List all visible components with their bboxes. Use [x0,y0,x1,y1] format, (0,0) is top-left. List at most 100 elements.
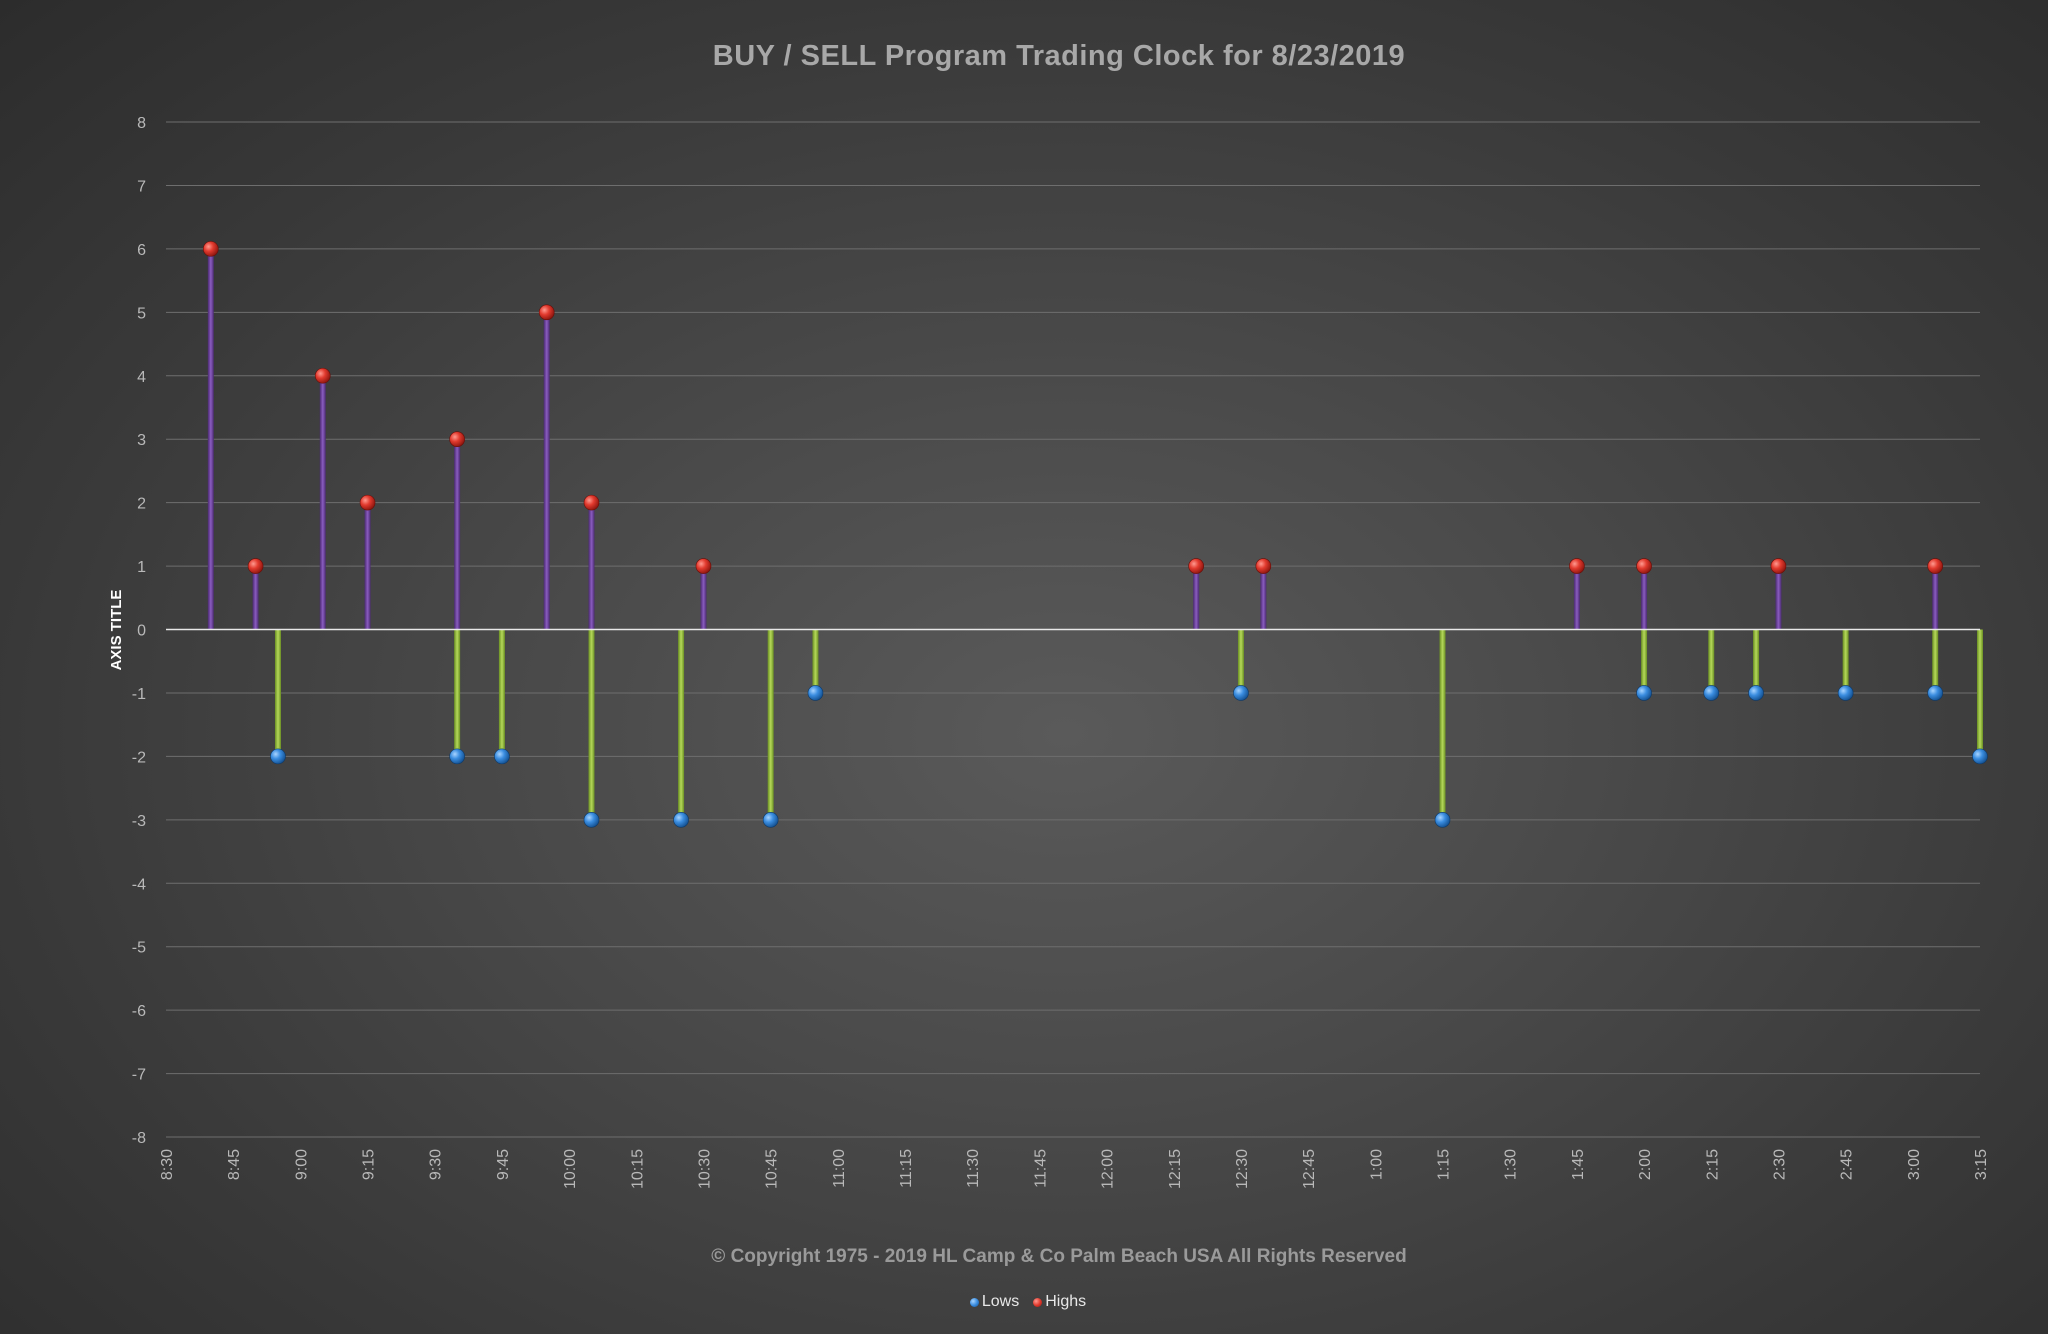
y-tick-label: -6 [132,1003,146,1020]
stem-highs [1932,566,1939,630]
marker-lows [1748,685,1764,701]
legend-label-highs: Highs [1045,1293,1087,1310]
legend: Lows Highs [0,1293,2048,1311]
marker-highs [202,241,219,257]
y-tick-label: -2 [132,749,146,766]
marker-lows [807,685,824,701]
legend-marker-lows [969,1297,979,1307]
x-tick-label: 12:45 [1301,1149,1318,1189]
marker-lows [1837,685,1854,701]
stem-highs [364,502,371,630]
stem-lows [1977,629,1983,757]
stem-highs [207,248,214,630]
y-axis-ticks: 8 7 6 5 4 3 2 1 0 -1 -2 -3 -4 -5 -6 -7 -8 [132,115,146,1147]
marker-lows [1233,685,1249,701]
y-axis-title: AXIS TITLE [108,590,125,671]
marker-highs [1927,558,1944,574]
x-tick-label: 11:15 [898,1149,915,1188]
x-tick-label: 11:00 [831,1149,848,1188]
x-tick-label: 3:15 [1973,1149,1990,1180]
marker-lows [1972,748,1988,765]
marker-lows [1927,685,1944,701]
x-tick-label: 12:00 [1100,1149,1117,1189]
marker-highs [1770,558,1787,574]
stem-highs [1775,566,1782,630]
stem-highs [1260,566,1267,630]
marker-lows [270,748,286,765]
stem-highs [1573,566,1580,630]
y-tick-label: -4 [132,876,146,893]
legend-item-highs: Highs [1033,1293,1086,1311]
x-tick-label: 8:45 [226,1149,243,1180]
stem-highs [319,375,326,630]
stem-highs [454,439,461,630]
x-tick-label: 1:30 [1503,1149,1520,1180]
x-tick-label: 10:00 [562,1149,579,1189]
stem-lows [454,629,461,757]
x-tick-label: 9:45 [495,1149,512,1180]
x-tick-label: 8:30 [159,1149,176,1180]
marker-highs [583,494,600,511]
stem-lows [588,629,595,820]
stem-lows [1932,629,1939,693]
y-tick-label: 3 [137,432,146,449]
stem-highs [700,566,707,630]
y-tick-label: -1 [132,686,146,703]
gridlines [166,121,1980,1138]
x-tick-label: 12:15 [1167,1149,1184,1189]
stem-highs [252,566,259,630]
x-tick-label: 1:00 [1368,1149,1385,1180]
stem-lows [1237,629,1244,693]
stem-lows [812,629,819,693]
legend-marker-highs [1033,1297,1043,1307]
y-tick-label: -5 [132,940,146,957]
marker-lows [762,812,779,828]
marker-highs [1255,558,1272,574]
x-tick-label: 9:15 [361,1149,378,1180]
x-tick-label: 2:00 [1637,1149,1654,1180]
y-tick-label: 4 [137,369,146,386]
x-tick-label: 11:45 [1032,1149,1049,1188]
y-tick-label: 1 [137,559,146,576]
y-tick-label: 8 [137,115,146,132]
x-tick-label: 2:15 [1704,1149,1721,1180]
marker-highs [314,367,331,384]
y-tick-label: -8 [132,1130,146,1147]
marker-lows [1636,685,1652,701]
x-tick-label: 1:45 [1570,1149,1587,1180]
marker-highs [538,304,555,321]
stem-lows [1753,629,1760,693]
y-tick-label: 6 [137,242,146,259]
stem-lows [678,629,685,820]
marker-highs [359,494,376,511]
x-tick-label: 9:00 [293,1149,310,1180]
x-tick-label: 10:45 [764,1149,781,1189]
stem-lows [498,629,505,757]
stem-lows [1439,629,1446,820]
legend-item-lows: Lows [969,1293,1019,1311]
y-tick-label: -3 [132,813,146,830]
marker-highs [1188,558,1204,574]
marker-lows [583,812,600,828]
stem-lows [274,629,281,757]
x-tick-label: 2:45 [1839,1149,1856,1180]
marker-lows [449,748,465,765]
marker-highs [247,558,264,574]
y-tick-label: -7 [132,1067,146,1084]
stem-highs [1193,566,1200,630]
marker-lows [1434,812,1451,828]
stem-lows [1708,629,1715,693]
stem-highs [1641,566,1648,630]
y-tick-label: 2 [137,496,146,513]
copyright-text: © Copyright 1975 - 2019 HL Camp & Co Pal… [711,1246,1407,1267]
marker-highs [1569,558,1585,574]
stem-lows [1641,629,1648,693]
chart-title: BUY / SELL Program Trading Clock for 8/2… [712,40,1406,72]
marker-highs [449,431,465,447]
x-tick-label: 11:30 [965,1149,982,1188]
marker-lows [673,812,689,828]
x-tick-label: 3:00 [1906,1149,1923,1180]
x-tick-label: 10:30 [696,1149,713,1189]
marker-lows [1703,685,1720,701]
y-tick-label: 5 [137,305,146,322]
